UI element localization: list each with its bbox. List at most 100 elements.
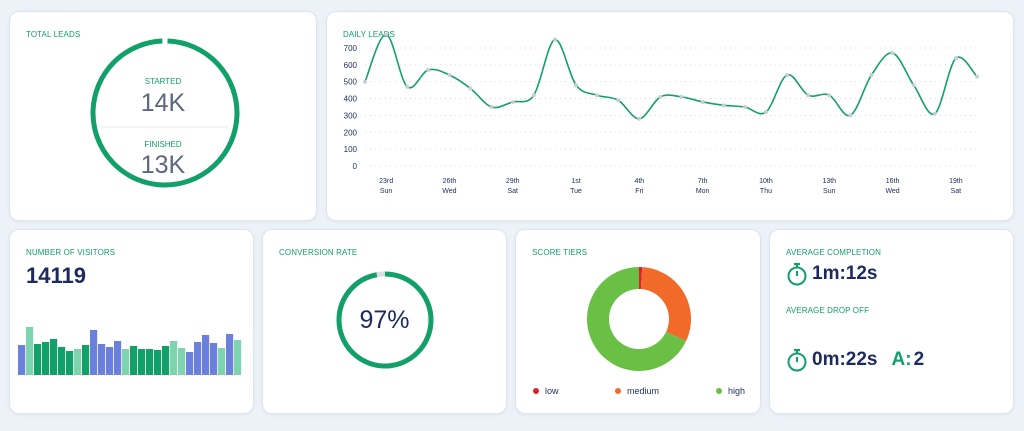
visitor-bar	[154, 350, 162, 375]
y-tick-label: 100	[344, 145, 358, 154]
visitor-bar	[114, 341, 122, 375]
legend-medium-dot	[615, 388, 621, 394]
visitor-bar	[42, 342, 50, 375]
visitor-bar	[90, 330, 98, 375]
y-tick-label: 0	[353, 162, 358, 171]
visitor-bar	[202, 335, 210, 375]
score-tiers-card: SCORE TIERS low medium high	[515, 229, 761, 414]
x-tick-weekday: Wed	[885, 188, 899, 195]
x-tick-weekday: Sat	[951, 188, 962, 195]
data-point	[595, 93, 600, 98]
x-tick-weekday: Sun	[380, 188, 393, 195]
x-tick-weekday: Sat	[507, 188, 518, 195]
data-point	[721, 103, 726, 108]
avg-dropoff-value: 0m:22s	[812, 349, 878, 370]
visitors-title: NUMBER OF VISITORS	[26, 248, 116, 257]
avg-completion-value: 1m:12s	[812, 263, 878, 284]
finished-value: 13K	[140, 151, 186, 179]
data-point	[405, 84, 410, 89]
visitors-value: 14119	[26, 263, 86, 288]
legend-medium-label: medium	[627, 386, 660, 396]
data-point	[552, 37, 557, 42]
x-tick-label: 16th	[886, 178, 900, 185]
x-tick-label: 4th	[634, 178, 644, 185]
x-tick-label: 19th	[949, 178, 963, 185]
legend-high-dot	[716, 388, 722, 394]
conversion-card: CONVERSION RATE 97%	[262, 229, 507, 414]
y-tick-label: 300	[344, 111, 358, 120]
visitor-bar	[26, 327, 34, 375]
average-card: AVERAGE COMPLETION 1m:12s AVERAGE DROP O…	[769, 229, 1014, 414]
visitors-bar-chart	[18, 327, 242, 375]
finished-label: FINISHED	[144, 140, 182, 149]
y-tick-label: 500	[344, 78, 358, 87]
y-tick-label: 700	[344, 44, 358, 53]
x-tick-label: 7th	[698, 178, 708, 185]
x-tick-weekday: Wed	[442, 188, 456, 195]
visitor-bar	[50, 339, 58, 375]
legend-high-label: high	[728, 386, 746, 396]
data-point	[848, 113, 853, 118]
data-point	[384, 32, 389, 37]
x-tick-weekday: Sun	[823, 188, 836, 195]
data-point	[574, 83, 579, 88]
visitor-bar	[178, 348, 186, 375]
stopwatch-icon	[787, 349, 807, 372]
total-leads-title: TOTAL LEADS	[26, 30, 81, 39]
data-point	[763, 110, 768, 115]
data-point	[468, 86, 473, 91]
legend-high: high	[716, 386, 745, 396]
visitor-bar	[210, 343, 218, 375]
x-tick-label: 13th	[822, 178, 836, 185]
data-point	[363, 79, 367, 84]
avg-completion-title: AVERAGE COMPLETION	[786, 248, 882, 257]
visitor-bar	[74, 349, 82, 375]
visitor-bar	[170, 341, 178, 375]
data-point	[785, 72, 790, 77]
visitor-bar	[162, 346, 170, 375]
visitor-bar	[66, 351, 74, 375]
x-tick-label: 23rd	[379, 178, 393, 185]
avg-dropoff-extra-label: A:	[891, 349, 912, 370]
data-point	[426, 67, 431, 72]
daily-leads-line	[364, 33, 978, 120]
legend-low-dot	[533, 388, 539, 394]
started-label: STARTED	[144, 77, 182, 86]
conversion-title: CONVERSION RATE	[279, 248, 358, 257]
data-point	[700, 99, 705, 104]
data-point	[447, 72, 452, 77]
visitor-bar	[130, 346, 138, 375]
visitors-card: NUMBER OF VISITORS 14119	[9, 229, 254, 414]
x-tick-label: 1st	[571, 178, 580, 185]
data-point	[932, 111, 937, 116]
data-point	[869, 72, 874, 77]
data-point	[953, 56, 958, 61]
x-tick-weekday: Mon	[696, 188, 710, 195]
y-tick-label: 400	[344, 95, 358, 104]
visitor-bar	[122, 349, 130, 375]
data-point	[890, 51, 895, 56]
conversion-value: 97%	[359, 306, 410, 334]
data-point	[489, 105, 494, 109]
avg-dropoff-extra-value: 2	[913, 349, 925, 370]
daily-leads-title: DAILY LEADS	[343, 30, 395, 39]
visitor-bar	[18, 345, 26, 375]
visitor-bar	[34, 344, 42, 375]
data-point	[827, 93, 832, 98]
visitor-bar	[82, 345, 90, 375]
visitor-bar	[226, 334, 234, 375]
avg-dropoff-title: AVERAGE DROP OFF	[786, 306, 870, 315]
data-point	[911, 83, 916, 88]
donut-slice-high	[587, 267, 687, 371]
data-point	[658, 94, 663, 99]
x-tick-weekday: Fri	[635, 188, 644, 195]
data-point	[510, 99, 515, 104]
daily-leads-chart: 0 100 200 300 400 500 600 700 23rd Sun 26th Wed 29th…	[344, 32, 979, 195]
donut-slice-medium	[640, 267, 691, 342]
x-tick-label: 26th	[443, 178, 457, 185]
data-point	[637, 116, 642, 121]
donut-slice-low	[639, 267, 643, 290]
legend-low-label: low	[545, 386, 559, 396]
y-tick-label: 200	[344, 128, 358, 137]
avg-completion-row: 1m:12s	[786, 262, 878, 286]
